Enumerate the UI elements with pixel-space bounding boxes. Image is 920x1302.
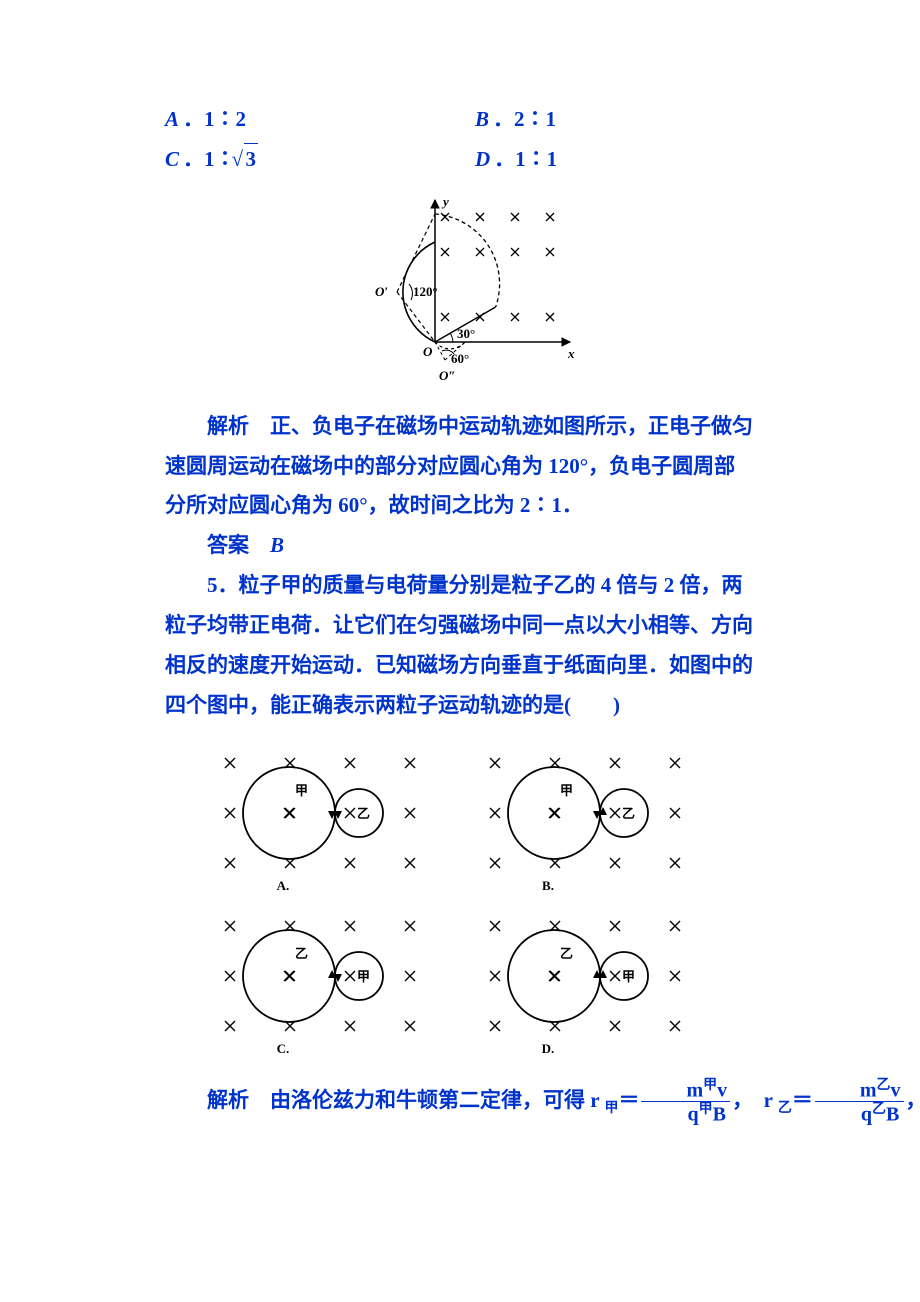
r-sub-jia: 甲	[604, 1101, 618, 1116]
svg-text:甲: 甲	[622, 969, 635, 984]
frac1-den-l: q	[688, 1104, 699, 1126]
frac1-den-r: B	[713, 1104, 726, 1126]
option-A-label: A	[165, 107, 179, 131]
option-C-label: C	[165, 147, 179, 171]
answer-value: B	[270, 533, 284, 557]
svg-text:30°: 30°	[457, 326, 475, 341]
svg-text:60°: 60°	[451, 351, 469, 366]
frac2-den-l: q	[861, 1104, 872, 1126]
analysis-2-pre: 由洛伦兹力和牛顿第二定律，可得 r	[270, 1088, 599, 1112]
question-5: 5．粒子甲的质量与电荷量分别是粒子乙的 4 倍与 2 倍，两粒子均带正电荷．让它…	[165, 566, 755, 726]
frac2-den-r: B	[886, 1104, 899, 1126]
frac-jia: m甲vq甲B	[639, 1078, 732, 1126]
r-sub-yi: 乙	[778, 1101, 792, 1116]
option-C: C．1∶ 3	[165, 140, 475, 180]
svg-text:乙: 乙	[622, 806, 635, 821]
question-5-text: 粒子甲的质量与电荷量分别是粒子乙的 4 倍与 2 倍，两粒子均带正电荷．让它们在…	[165, 573, 753, 717]
svg-text:C.: C.	[277, 1041, 290, 1056]
option-B: B．2∶1	[475, 100, 755, 140]
page: A．1∶2 B．2∶1 C．1∶3 D．1∶1 120°30°60°O′O″Ox…	[0, 0, 920, 1302]
comma1: ，	[732, 1088, 743, 1112]
eq1: ＝	[618, 1088, 639, 1112]
question-5-number: 5．	[207, 573, 239, 597]
svg-text:x: x	[567, 346, 575, 361]
frac1-num-sup: 甲	[703, 1078, 717, 1093]
svg-text:乙: 乙	[357, 806, 370, 821]
svg-text:甲: 甲	[560, 783, 573, 798]
option-A: A．1∶2	[165, 100, 475, 140]
svg-text:O: O	[423, 344, 433, 359]
answer-line: 答案 B	[165, 526, 755, 566]
option-B-label: B	[475, 107, 489, 131]
frac2-num-r: v	[891, 1079, 901, 1101]
svg-text:乙: 乙	[560, 946, 573, 961]
svg-text:甲: 甲	[295, 783, 308, 798]
frac2-num-sup: 乙	[877, 1078, 891, 1093]
svg-text:甲: 甲	[357, 969, 370, 984]
analysis-2-heading: 解析	[207, 1088, 249, 1112]
options-row-2: C．1∶ 3 D．1∶1	[165, 140, 755, 180]
svg-text:D.: D.	[542, 1041, 555, 1056]
option-D: D．1∶1	[475, 140, 755, 180]
svg-text:y: y	[441, 194, 449, 209]
analysis-1-heading: 解析	[207, 414, 249, 438]
svg-text:B.: B.	[542, 878, 554, 893]
option-A-text: ．1∶2	[183, 107, 246, 131]
four-panels-svg: 甲乙A.甲乙B.乙甲C.乙甲D.	[200, 738, 720, 1058]
option-C-radicand: 3	[246, 147, 257, 171]
analysis-1-text: 正、负电子在磁场中运动轨迹如图所示，正电子做匀速圆周运动在磁场中的部分对应圆心角…	[165, 414, 753, 518]
diagram-xy: 120° 30° 60° O′ O″ Ox y	[165, 192, 755, 401]
option-B-text: ．2∶1	[493, 107, 556, 131]
analysis-2: 解析 由洛伦兹力和牛顿第二定律，可得 r 甲＝m甲vq甲B， r 乙＝m乙vq乙…	[165, 1078, 755, 1126]
option-C-text-pre: ．1∶	[183, 147, 236, 171]
frac2-den-sup: 乙	[872, 1102, 886, 1117]
r2: r	[764, 1088, 773, 1112]
eq2: ＝	[792, 1088, 813, 1112]
frac1-num-l: m	[686, 1079, 703, 1101]
option-C-sqrt: 3	[236, 140, 259, 180]
svg-text:120°: 120°	[413, 284, 438, 299]
frac1-den-sup: 甲	[699, 1102, 713, 1117]
option-D-label: D	[475, 147, 490, 171]
svg-text:O′: O′	[375, 284, 388, 299]
frac-yi: m乙vq乙B	[813, 1078, 906, 1126]
option-D-text: ．1∶1	[494, 147, 557, 171]
svg-text:O″: O″	[439, 368, 456, 383]
frac2-num-l: m	[860, 1079, 877, 1101]
diagram-xy-svg: 120° 30° 60° O′ O″ Ox y	[340, 192, 580, 387]
analysis-1: 解析 正、负电子在磁场中运动轨迹如图所示，正电子做匀速圆周运动在磁场中的部分对应…	[165, 407, 755, 527]
options-row-1: A．1∶2 B．2∶1	[165, 100, 755, 140]
answer-heading: 答案	[207, 533, 249, 557]
svg-text:A.: A.	[277, 878, 290, 893]
comma2: ，	[906, 1088, 920, 1112]
frac1-num-r: v	[717, 1079, 727, 1101]
four-panels: 甲乙A.甲乙B.乙甲C.乙甲D.	[165, 738, 755, 1072]
svg-text:乙: 乙	[295, 946, 308, 961]
